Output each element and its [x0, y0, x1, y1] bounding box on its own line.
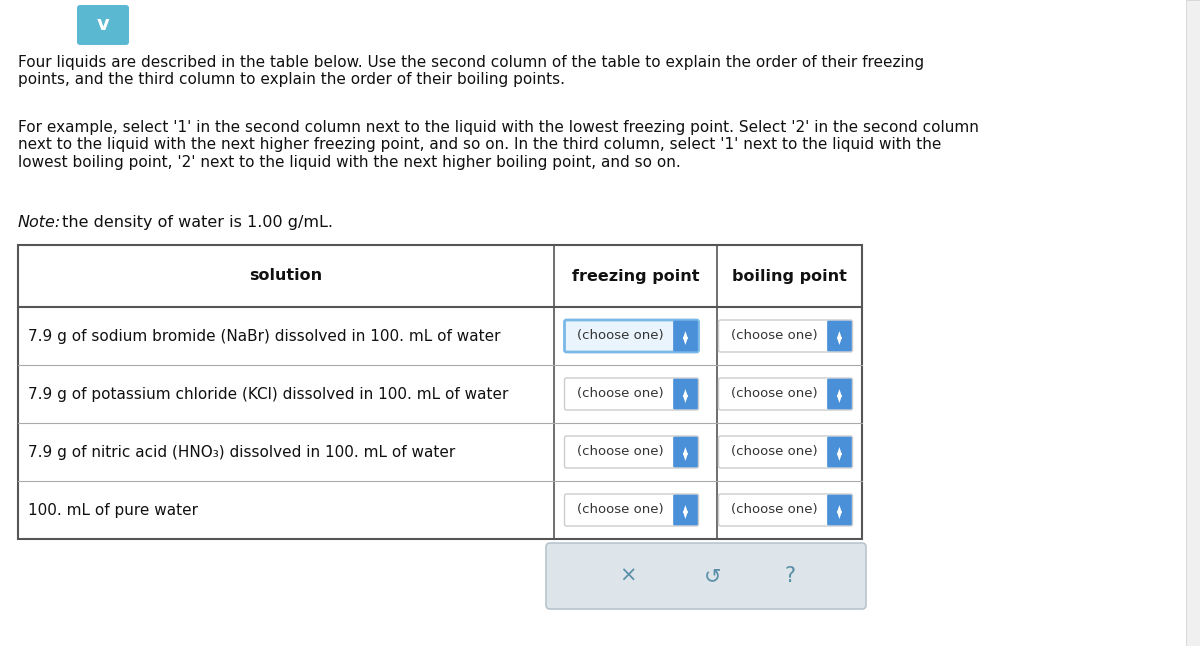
FancyBboxPatch shape [719, 378, 852, 410]
Text: Four liquids are described in the table below. Use the second column of the tabl: Four liquids are described in the table … [18, 55, 924, 87]
Bar [1186, 0, 1200, 646]
FancyBboxPatch shape [564, 436, 698, 468]
FancyBboxPatch shape [564, 494, 698, 526]
Text: ◄►: ◄► [834, 329, 845, 344]
Text: For example, select '1' in the second column next to the liquid with the lowest : For example, select '1' in the second co… [18, 120, 979, 170]
Text: the density of water is 1.00 g/mL.: the density of water is 1.00 g/mL. [58, 215, 334, 230]
Bar [18, 245, 862, 539]
Text: 100. mL of pure water: 100. mL of pure water [28, 503, 198, 517]
FancyBboxPatch shape [546, 543, 866, 609]
Text: ↺: ↺ [703, 566, 721, 586]
Text: v: v [97, 16, 109, 34]
Text: ◄►: ◄► [680, 329, 690, 344]
Text: 7.9 g of potassium chloride (KCl) dissolved in 100. mL of water: 7.9 g of potassium chloride (KCl) dissol… [28, 386, 509, 402]
FancyBboxPatch shape [673, 379, 697, 409]
FancyBboxPatch shape [673, 495, 697, 525]
Text: (choose one): (choose one) [577, 388, 664, 401]
Text: ◄►: ◄► [680, 503, 690, 517]
Text: ◄►: ◄► [680, 386, 690, 402]
Text: (choose one): (choose one) [731, 329, 818, 342]
Text: ◄►: ◄► [680, 444, 690, 459]
Text: boiling point: boiling point [732, 269, 847, 284]
Text: ◄►: ◄► [834, 503, 845, 517]
FancyBboxPatch shape [673, 437, 697, 467]
Text: (choose one): (choose one) [731, 388, 818, 401]
Text: ◄►: ◄► [834, 386, 845, 402]
FancyBboxPatch shape [77, 5, 130, 45]
FancyBboxPatch shape [673, 321, 697, 351]
FancyBboxPatch shape [564, 378, 698, 410]
Text: 7.9 g of nitric acid (HNO₃) dissolved in 100. mL of water: 7.9 g of nitric acid (HNO₃) dissolved in… [28, 444, 455, 459]
FancyBboxPatch shape [719, 494, 852, 526]
FancyBboxPatch shape [828, 379, 852, 409]
Text: ◄►: ◄► [834, 444, 845, 459]
Text: (choose one): (choose one) [731, 446, 818, 459]
Text: freezing point: freezing point [571, 269, 700, 284]
Text: (choose one): (choose one) [577, 329, 664, 342]
Text: solution: solution [250, 269, 323, 284]
Text: ×: × [619, 566, 637, 586]
FancyBboxPatch shape [828, 437, 852, 467]
Text: Note:: Note: [18, 215, 61, 230]
Text: 7.9 g of sodium bromide (NaBr) dissolved in 100. mL of water: 7.9 g of sodium bromide (NaBr) dissolved… [28, 329, 500, 344]
FancyBboxPatch shape [564, 320, 698, 352]
FancyBboxPatch shape [719, 320, 852, 352]
FancyBboxPatch shape [828, 321, 852, 351]
FancyBboxPatch shape [828, 495, 852, 525]
Text: (choose one): (choose one) [577, 503, 664, 517]
Text: (choose one): (choose one) [731, 503, 818, 517]
Text: (choose one): (choose one) [577, 446, 664, 459]
Text: ?: ? [785, 566, 796, 586]
FancyBboxPatch shape [719, 436, 852, 468]
